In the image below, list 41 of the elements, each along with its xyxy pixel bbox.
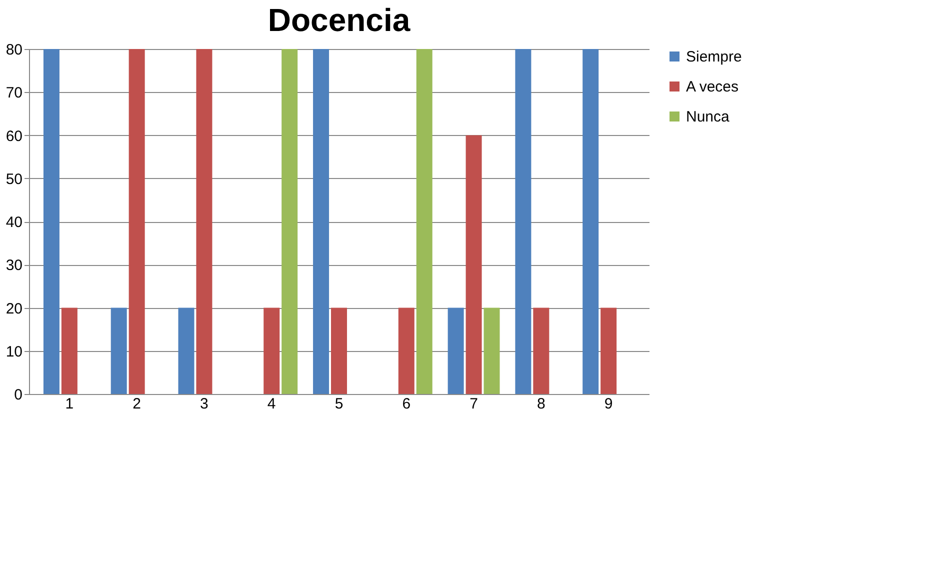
bar (110, 308, 127, 394)
x-tick-label: 4 (267, 396, 276, 412)
x-tick-label: 7 (470, 396, 478, 412)
bar (282, 49, 298, 394)
bar (264, 308, 280, 394)
y-tick-label: 80 (6, 42, 22, 58)
y-tick-label: 50 (6, 170, 22, 188)
legend-label: Siempre (686, 48, 742, 66)
bar (416, 49, 432, 394)
x-tick-label: 8 (537, 396, 546, 412)
x-tick-label: 2 (132, 396, 141, 412)
x-tick-label: 5 (334, 396, 344, 412)
bar (600, 308, 617, 394)
legend-label: A veces (686, 78, 739, 96)
bar (196, 49, 212, 394)
bar (331, 308, 347, 394)
bar (43, 49, 60, 394)
x-tick-label: 9 (604, 396, 613, 412)
bar (533, 308, 550, 394)
bar (448, 308, 464, 394)
x-tick-label: 3 (200, 396, 208, 412)
y-tick-label: 60 (6, 128, 22, 145)
bar (128, 49, 145, 394)
bar (61, 308, 78, 394)
x-tick-label: 1 (65, 396, 74, 412)
bar (484, 308, 500, 394)
y-tick-label: 70 (6, 84, 22, 102)
bar (313, 49, 330, 394)
y-tick-label: 10 (6, 343, 22, 360)
bar (466, 135, 482, 394)
legend-label: Nunca (686, 108, 730, 126)
bar (582, 49, 599, 394)
x-tick-label: 6 (402, 396, 411, 412)
y-tick-label: 40 (6, 214, 22, 231)
y-tick-label: 0 (14, 386, 22, 404)
chart-title: Docencia (268, 2, 410, 38)
bar (398, 308, 414, 394)
y-tick-label: 30 (6, 257, 22, 274)
bar (178, 308, 194, 394)
y-tick-label: 20 (6, 300, 22, 318)
bar (515, 49, 532, 394)
